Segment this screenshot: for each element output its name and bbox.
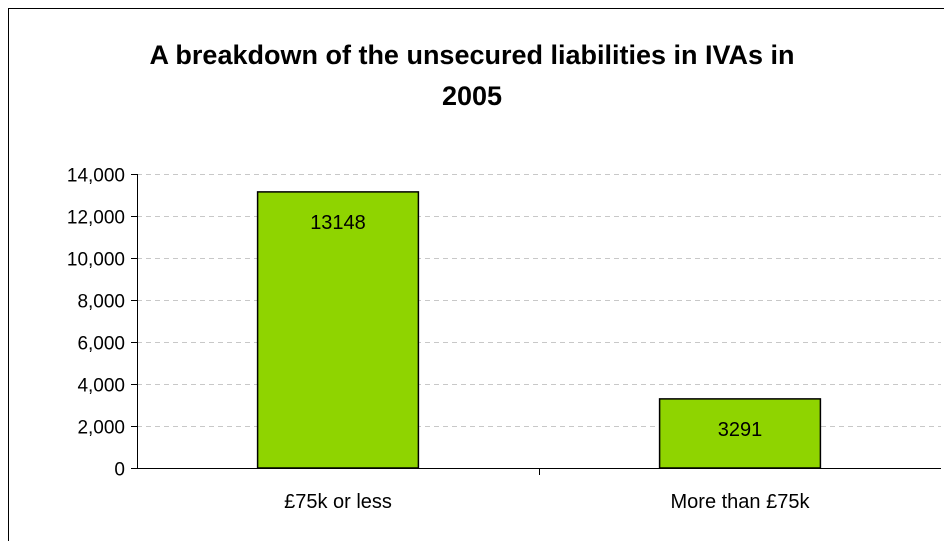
bars [256,191,822,469]
y-tick-label: 2,000 [77,418,125,439]
y-tick-label: 6,000 [77,334,125,355]
y-tick-label: 0 [114,460,125,481]
x-category-label: £75k or less [284,491,392,513]
y-tick-label: 10,000 [67,250,125,271]
chart-title-line-2: 2005 [442,81,502,111]
labels: 0 2,000 4,000 6,000 8,000 10,000 12,000 14,000 1… [67,166,811,514]
data-label: 3291 [718,419,763,441]
y-tick-label: 4,000 [77,376,125,397]
data-label: 13148 [310,212,366,234]
bar [658,398,822,469]
x-category-label: More than £75k [671,491,811,513]
chart-title-line-1: A breakdown of the unsecured liabilities… [149,40,794,70]
y-tick-label: 14,000 [67,166,125,187]
bar [256,191,420,469]
y-tick-label: 8,000 [77,292,125,313]
y-tick-label: 12,000 [67,208,125,229]
